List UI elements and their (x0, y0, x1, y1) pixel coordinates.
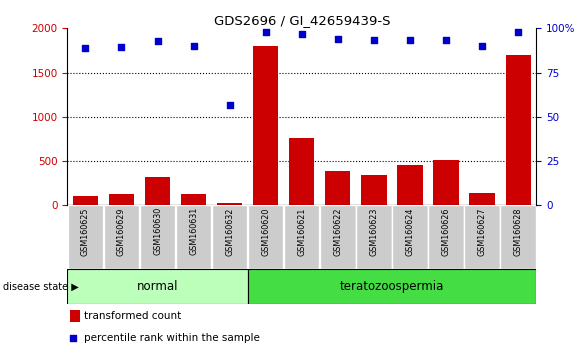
Bar (145, 177, 170, 205)
Text: GSM160620: GSM160620 (261, 207, 270, 256)
Bar (67, 269, 248, 304)
Bar (217, 203, 242, 205)
Text: GSM160627: GSM160627 (478, 207, 486, 256)
Title: GDS2696 / GI_42659439-S: GDS2696 / GI_42659439-S (213, 14, 390, 27)
Bar (109, 194, 134, 205)
Point (189, 43, 198, 49)
Text: GSM160625: GSM160625 (81, 207, 90, 256)
Text: GSM160632: GSM160632 (225, 207, 234, 256)
Bar (140, 205, 175, 269)
Bar (212, 205, 247, 269)
Bar (284, 205, 319, 269)
Point (333, 36, 343, 42)
Bar (68, 205, 103, 269)
Bar (356, 205, 391, 269)
Text: percentile rank within the sample: percentile rank within the sample (84, 332, 260, 343)
Bar (362, 175, 387, 205)
Point (153, 38, 162, 44)
Point (261, 29, 270, 35)
Point (297, 31, 306, 36)
Point (117, 44, 126, 50)
Text: normal: normal (137, 280, 178, 293)
Bar (70, 309, 80, 322)
Point (406, 37, 415, 43)
Bar (176, 205, 212, 269)
Bar (248, 205, 284, 269)
Text: GSM160628: GSM160628 (514, 207, 523, 256)
Bar (469, 193, 495, 205)
Bar (289, 138, 315, 205)
Bar (397, 165, 423, 205)
Bar (104, 205, 139, 269)
Text: GSM160622: GSM160622 (333, 207, 342, 256)
Bar (325, 171, 350, 205)
Text: GSM160630: GSM160630 (153, 207, 162, 256)
Bar (434, 160, 459, 205)
Text: transformed count: transformed count (84, 311, 181, 321)
Point (69, 335, 78, 341)
Text: GSM160626: GSM160626 (441, 207, 451, 256)
Text: GSM160621: GSM160621 (297, 207, 306, 256)
Point (478, 43, 487, 49)
Bar (248, 269, 536, 304)
Point (225, 103, 234, 108)
Text: disease state ▶: disease state ▶ (3, 282, 79, 292)
Bar (253, 46, 278, 205)
Text: GSM160623: GSM160623 (369, 207, 379, 256)
Bar (500, 205, 536, 269)
Point (441, 37, 451, 43)
Text: GSM160624: GSM160624 (406, 207, 414, 256)
Text: GSM160629: GSM160629 (117, 207, 126, 256)
Bar (465, 205, 500, 269)
Bar (320, 205, 356, 269)
Point (369, 37, 379, 43)
Bar (506, 55, 531, 205)
Bar (181, 194, 206, 205)
Bar (73, 196, 98, 205)
Bar (392, 205, 428, 269)
Point (81, 45, 90, 51)
Text: teratozoospermia: teratozoospermia (340, 280, 444, 293)
Bar (428, 205, 464, 269)
Point (513, 29, 523, 35)
Text: GSM160631: GSM160631 (189, 207, 198, 256)
